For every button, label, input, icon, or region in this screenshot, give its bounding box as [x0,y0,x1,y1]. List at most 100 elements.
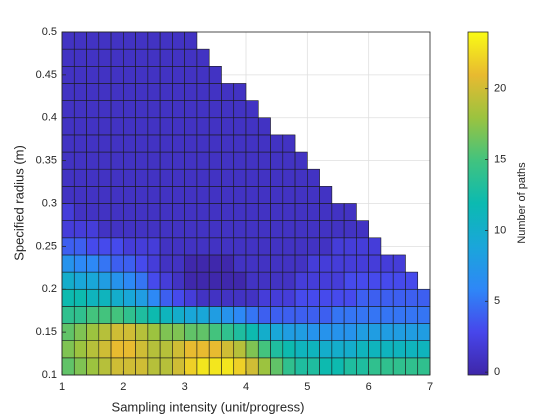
heat-cell [343,323,357,341]
heat-cell [368,288,382,307]
heat-cell [270,203,284,221]
colorbar-tick-label: 10 [494,224,506,236]
heat-cell [221,340,235,359]
heat-cell [73,168,87,187]
heat-cell [184,151,198,170]
heat-cell [282,220,296,239]
heat-cell [184,288,198,307]
heat-cell [86,31,100,50]
heat-cell [159,237,173,256]
heat-cell [221,100,235,119]
heat-cell [294,323,308,341]
heat-cell [343,220,357,239]
heat-cell [86,117,100,136]
heat-cell [73,117,87,136]
heat-cell [233,288,247,307]
heat-cell [245,340,259,359]
heat-cell [282,237,296,256]
heat-cell [294,203,308,221]
heat-cell [368,357,382,376]
heat-cell [380,288,394,307]
heat-cell [196,220,210,239]
heat-cell [98,66,112,84]
heat-cell [110,237,124,256]
heat-cell [135,134,149,153]
heat-cell [196,357,210,376]
heat-cell [245,186,259,204]
heat-cell [221,271,235,290]
heat-cell [307,306,320,324]
heat-cell [221,203,235,221]
heat-cell [147,151,161,170]
heat-cell [257,186,271,204]
heat-cell [98,271,112,290]
heat-cell [270,271,284,290]
y-tick-label: 0.45 [36,69,57,81]
heat-cell [294,220,308,239]
heat-cell [331,288,345,307]
heat-cell [356,271,369,290]
heat-cell [61,271,75,290]
heat-cell [405,271,419,290]
x-tick-label: 3 [182,381,188,393]
heat-cell [208,237,222,256]
heat-cell [307,203,320,221]
heat-cell [147,254,161,273]
heat-cell [405,340,419,359]
heat-cell [73,100,87,119]
heat-cell [221,288,235,307]
heat-cell [307,271,320,290]
heat-cell [294,340,308,359]
heat-cell [392,271,406,290]
heat-cell [110,168,124,187]
heat-cell [123,83,136,101]
heat-cell [123,323,136,341]
heat-cell [98,357,112,376]
heat-cell [61,357,75,376]
heat-cell [123,271,136,290]
heat-cell [208,168,222,187]
heat-cell [123,168,136,187]
heat-cell [270,168,284,187]
heat-cell [123,134,136,153]
heat-cell [368,323,382,341]
heat-cell [307,288,320,307]
heat-cell [98,288,112,307]
heat-cell [147,340,161,359]
heat-cell [196,100,210,119]
heat-cell [405,357,419,376]
heat-cell [245,203,259,221]
heat-cell [159,134,173,153]
heat-cell [98,83,112,101]
heat-cell [221,323,235,341]
heat-cell [208,288,222,307]
heat-cell [319,340,333,359]
x-tick-label: 2 [120,381,126,393]
heat-cell [110,83,124,101]
heat-cell [294,151,308,170]
heat-cell [331,237,345,256]
heat-cell [110,134,124,153]
heat-cell [343,271,357,290]
heat-cell [368,254,382,273]
heat-cell [61,254,75,273]
heat-cell [184,357,198,376]
heat-cell [196,151,210,170]
heat-cell [307,220,320,239]
heat-cell [380,340,394,359]
heat-cell [221,117,235,136]
heat-cell [380,271,394,290]
heat-cell [270,220,284,239]
heat-cell [245,117,259,136]
heat-cell [245,220,259,239]
heat-cell [172,48,185,67]
heat-cell [184,271,198,290]
heat-cell [233,83,247,101]
heat-cell [196,254,210,273]
heat-cell [147,48,161,67]
heat-cell [172,323,185,341]
heat-cell [73,288,87,307]
heat-cell [135,168,149,187]
heat-cell [86,66,100,84]
colorbar [467,31,489,376]
